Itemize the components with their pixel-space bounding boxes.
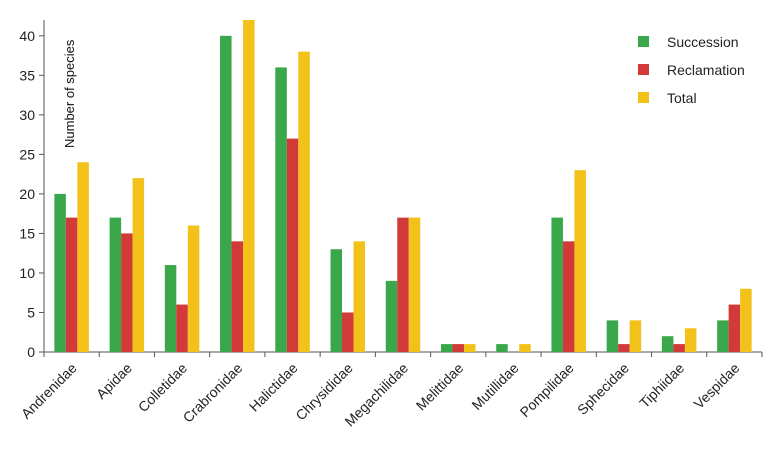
legend: Succession Reclamation Total xyxy=(638,34,745,106)
bar-succession-tiphiidae xyxy=(661,336,674,352)
y-tick-label: 0 xyxy=(27,344,35,360)
x-category-label: Tiphiidae xyxy=(636,360,687,411)
y-tick-label: 5 xyxy=(27,304,35,320)
legend-swatch-reclamation xyxy=(638,64,649,75)
x-category-label: Vespidae xyxy=(690,360,742,412)
y-tick-label: 10 xyxy=(19,265,35,281)
bar-reclamation-melittidae xyxy=(452,344,464,352)
legend-swatch-total xyxy=(638,92,649,103)
x-category-label: Crabronidae xyxy=(180,360,246,426)
y-tick-label: 40 xyxy=(19,28,35,44)
bar-succession-colletidae xyxy=(164,265,177,352)
bar-succession-megachilidae xyxy=(385,280,398,352)
y-tick-label: 20 xyxy=(19,186,35,202)
y-tick-label: 30 xyxy=(19,107,35,123)
bar-reclamation-chrysididae xyxy=(342,312,354,352)
bar-succession-sphecidae xyxy=(606,320,619,352)
bar-reclamation-pompilidae xyxy=(562,241,575,352)
bar-reclamation-colletidae xyxy=(176,304,188,352)
bar-total-crabronidae xyxy=(243,20,255,352)
bar-reclamation-megachilidae xyxy=(397,217,409,352)
x-category-label: Apidae xyxy=(93,360,135,402)
bar-reclamation-tiphiidae xyxy=(673,344,685,352)
bar-succession-andrenidae xyxy=(54,193,66,352)
legend-label-reclamation: Reclamation xyxy=(667,62,745,78)
bar-total-chrysididae xyxy=(353,241,366,352)
bar-reclamation-halictidae xyxy=(286,138,299,352)
legend-label-total: Total xyxy=(667,90,697,106)
bar-total-vespidae xyxy=(740,288,752,352)
bar-total-tiphiidae xyxy=(684,328,697,352)
x-category-label: Colletidae xyxy=(135,360,190,415)
bar-succession-mutillidae xyxy=(496,344,508,352)
bar-total-sphecidae xyxy=(629,320,642,352)
bar-total-melittidae xyxy=(463,344,476,352)
legend-swatch-succession xyxy=(638,36,649,47)
bar-reclamation-andrenidae xyxy=(65,217,78,352)
x-category-label: Mutillidae xyxy=(468,360,521,413)
x-category-label: Andrenidae xyxy=(18,360,80,422)
x-category-label: Melittidae xyxy=(413,360,467,414)
legend-label-succession: Succession xyxy=(667,34,739,50)
bar-total-megachilidae xyxy=(408,217,421,352)
bar-succession-chrysididae xyxy=(330,249,343,352)
bar-reclamation-sphecidae xyxy=(618,344,630,352)
bars xyxy=(54,20,752,353)
bar-total-pompilidae xyxy=(574,170,586,352)
y-tick-label: 15 xyxy=(19,225,35,241)
bar-total-apidae xyxy=(132,178,145,352)
bar-total-halictidae xyxy=(298,51,310,352)
y-axis-title: Number of species xyxy=(62,39,77,148)
y-tick-label: 35 xyxy=(19,67,35,83)
bar-succession-apidae xyxy=(109,217,122,352)
bar-succession-vespidae xyxy=(717,320,729,352)
x-category-label: Sphecidae xyxy=(574,360,632,418)
x-category-label: Halictidae xyxy=(246,360,301,415)
y-axis: 0 5 10 15 20 25 30 35 40 xyxy=(19,20,45,360)
bar-succession-melittidae xyxy=(440,344,453,352)
y-tick-label: 25 xyxy=(19,146,35,162)
bar-succession-halictidae xyxy=(275,67,287,352)
bar-reclamation-vespidae xyxy=(728,304,741,352)
bar-reclamation-crabronidae xyxy=(231,241,244,352)
bar-total-andrenidae xyxy=(77,162,89,352)
bar-succession-pompilidae xyxy=(551,217,563,352)
x-category-label: Pompilidae xyxy=(517,360,577,420)
bar-reclamation-apidae xyxy=(121,233,133,352)
bar-total-colletidae xyxy=(187,225,200,352)
bar-succession-crabronidae xyxy=(220,35,232,353)
bar-total-mutillidae xyxy=(519,344,531,352)
